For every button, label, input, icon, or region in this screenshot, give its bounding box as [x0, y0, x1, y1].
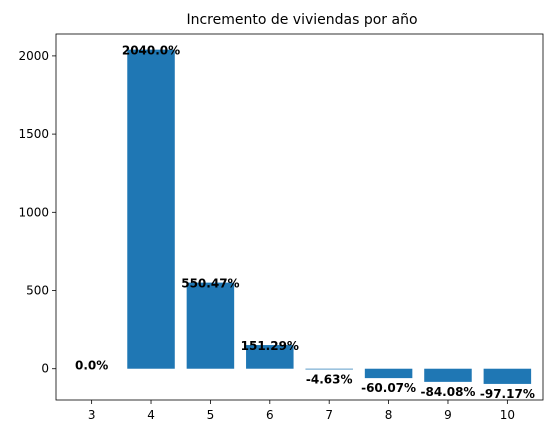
x-tick-label-10: 10 — [500, 408, 515, 422]
data-label-5: 550.47% — [181, 277, 239, 291]
chart-title: Incremento de viviendas por año — [186, 12, 417, 28]
x-tick-label-5: 5 — [207, 408, 215, 422]
bar-4 — [127, 49, 175, 369]
bar-8 — [364, 368, 413, 379]
axes-frame — [55, 33, 544, 401]
bar-10 — [483, 368, 532, 384]
x-tick-label-9: 9 — [444, 408, 452, 422]
bar-7 — [305, 368, 353, 370]
y-tick-label-0: 0 — [41, 362, 49, 376]
bar-6 — [246, 345, 294, 369]
data-label-3: 0.0% — [75, 359, 108, 373]
x-tick-label-7: 7 — [325, 408, 333, 422]
data-label-10: -97.17% — [480, 387, 535, 401]
data-label-7: -4.63% — [306, 372, 353, 386]
bar-9 — [424, 368, 472, 382]
x-tick-label-6: 6 — [266, 408, 274, 422]
y-tick-label-500: 500 — [26, 284, 49, 298]
x-tick-label-3: 3 — [88, 408, 96, 422]
data-label-6: 151.29% — [241, 339, 299, 353]
y-tick-label-2000: 2000 — [18, 49, 49, 63]
y-tick-label-1000: 1000 — [18, 205, 49, 219]
plot-area: 0.0% 2040.0% 550.47% 151.29% -4.63% -60.07% -8… — [18, 33, 544, 422]
x-tick-label-8: 8 — [385, 408, 393, 422]
y-tick-label-1500: 1500 — [18, 127, 49, 141]
data-label-9: -84.08% — [420, 385, 475, 399]
data-label-8: -60.07% — [361, 381, 416, 395]
data-label-4: 2040.0% — [122, 44, 180, 58]
bar-5 — [186, 282, 235, 369]
x-tick-label-4: 4 — [147, 408, 155, 422]
